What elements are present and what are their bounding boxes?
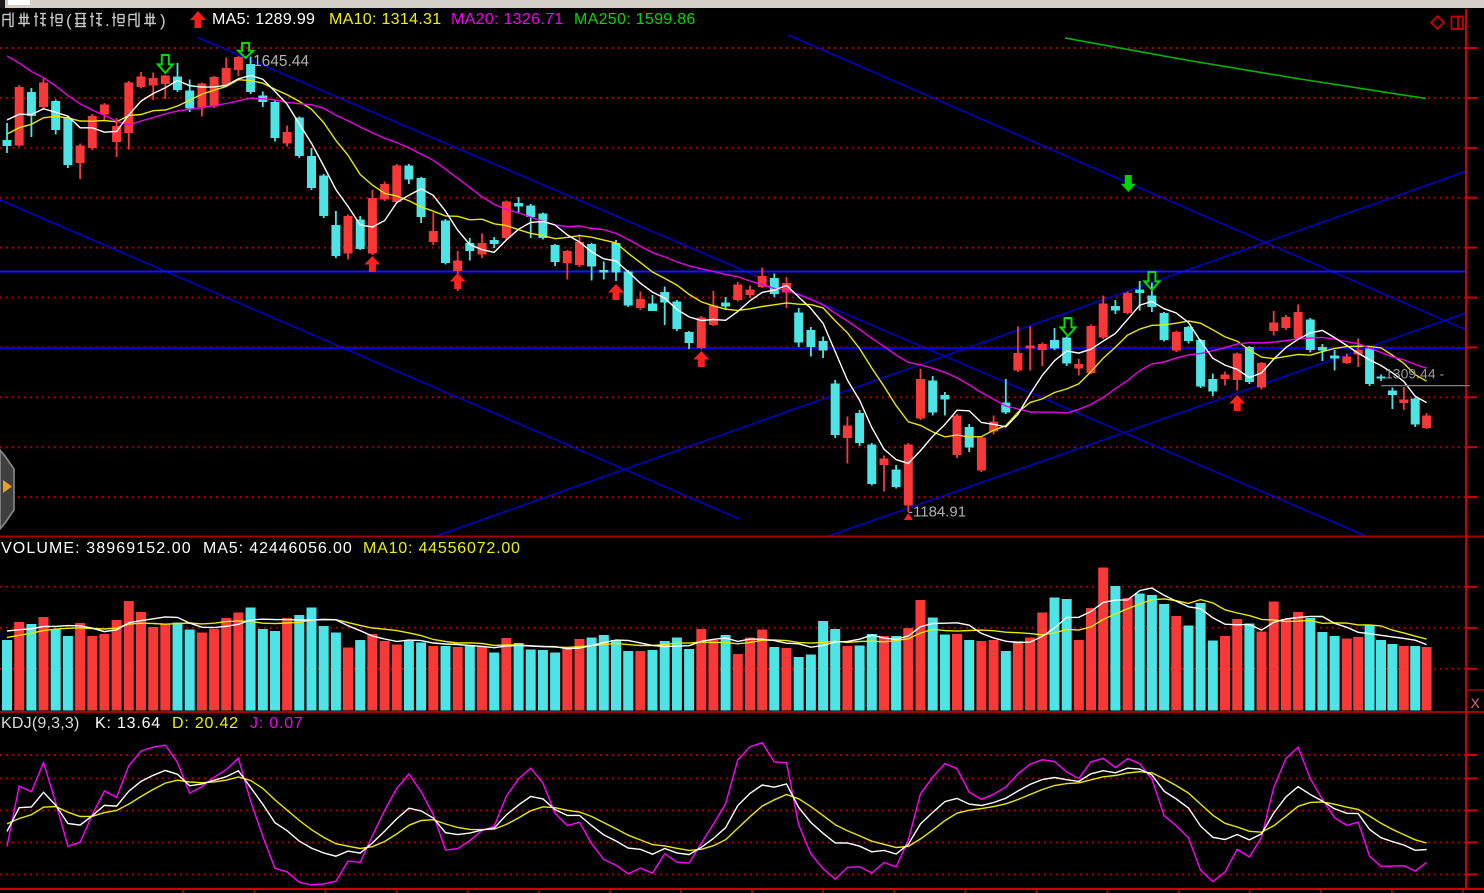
svg-text:(: ( [66, 11, 72, 30]
svg-text:1309.44 -: 1309.44 - [1385, 366, 1444, 382]
svg-text:-1184.91: -1184.91 [908, 504, 966, 521]
svg-text:X: X [1471, 695, 1481, 711]
svg-text:1645.44: 1645.44 [253, 53, 309, 70]
svg-text:): ) [160, 11, 166, 30]
svg-text:.: . [105, 11, 110, 30]
